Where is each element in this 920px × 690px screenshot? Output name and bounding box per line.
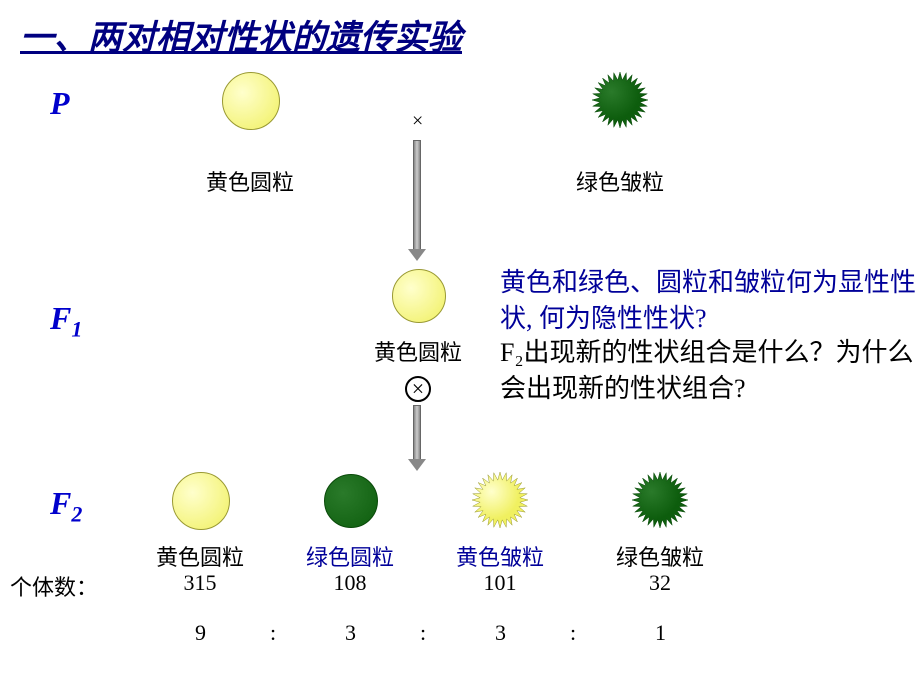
parent1-label: 黄色圆粒 bbox=[190, 165, 310, 197]
ratio-2: 3 bbox=[495, 620, 506, 646]
parent2-label: 绿色皱粒 bbox=[560, 165, 680, 197]
generation-f1-label: F1 bbox=[50, 300, 82, 342]
f2-label-0: 黄色圆粒 bbox=[140, 540, 260, 572]
parent-yellow-round-icon bbox=[222, 72, 280, 130]
f2-green-round-icon bbox=[324, 474, 378, 528]
generation-f2-label: F2 bbox=[50, 485, 82, 527]
ratio-1: 3 bbox=[345, 620, 356, 646]
f2-letter: F bbox=[50, 485, 71, 521]
count-row-label: 个体数： bbox=[10, 570, 98, 602]
f2-yellow-round-icon bbox=[172, 472, 230, 530]
f2-label-1: 绿色圆粒 bbox=[290, 540, 410, 572]
ratio-0: 9 bbox=[195, 620, 206, 646]
ratio-sep-2: : bbox=[570, 620, 576, 646]
generation-p-label: P bbox=[50, 85, 70, 122]
arrow-f1-to-f2 bbox=[413, 405, 421, 462]
f2-yellow-wrinkled-icon bbox=[470, 470, 530, 530]
f1-letter: F bbox=[50, 300, 71, 336]
f1-label: 黄色圆粒 bbox=[358, 335, 478, 367]
page-title: 一、两对相对性状的遗传实验 bbox=[20, 10, 462, 59]
f2-label-3: 绿色皱粒 bbox=[600, 540, 720, 572]
cross-symbol: × bbox=[412, 110, 423, 133]
question-blue: 黄色和绿色、圆粒和皱粒何为显性性状, 何为隐性性状? bbox=[500, 265, 920, 338]
f2-green-wrinkled-icon bbox=[630, 470, 690, 530]
ratio-3: 1 bbox=[655, 620, 666, 646]
f1-sub: 1 bbox=[71, 316, 82, 341]
f2-label-2: 黄色皱粒 bbox=[440, 540, 560, 572]
arrow-p-to-f1 bbox=[413, 140, 421, 252]
ratio-sep-1: : bbox=[420, 620, 426, 646]
parent-green-wrinkled-icon bbox=[590, 70, 650, 130]
question-black: F₂出现新的性状组合是什么？为什么会出现新的性状组合? bbox=[500, 335, 920, 408]
f1-yellow-round-icon bbox=[392, 269, 446, 323]
count-3: 32 bbox=[620, 570, 700, 596]
f2-sub: 2 bbox=[71, 501, 82, 526]
ratio-sep-0: : bbox=[270, 620, 276, 646]
count-2: 101 bbox=[460, 570, 540, 596]
self-cross-symbol: × bbox=[405, 376, 431, 402]
count-1: 108 bbox=[310, 570, 390, 596]
count-0: 315 bbox=[160, 570, 240, 596]
